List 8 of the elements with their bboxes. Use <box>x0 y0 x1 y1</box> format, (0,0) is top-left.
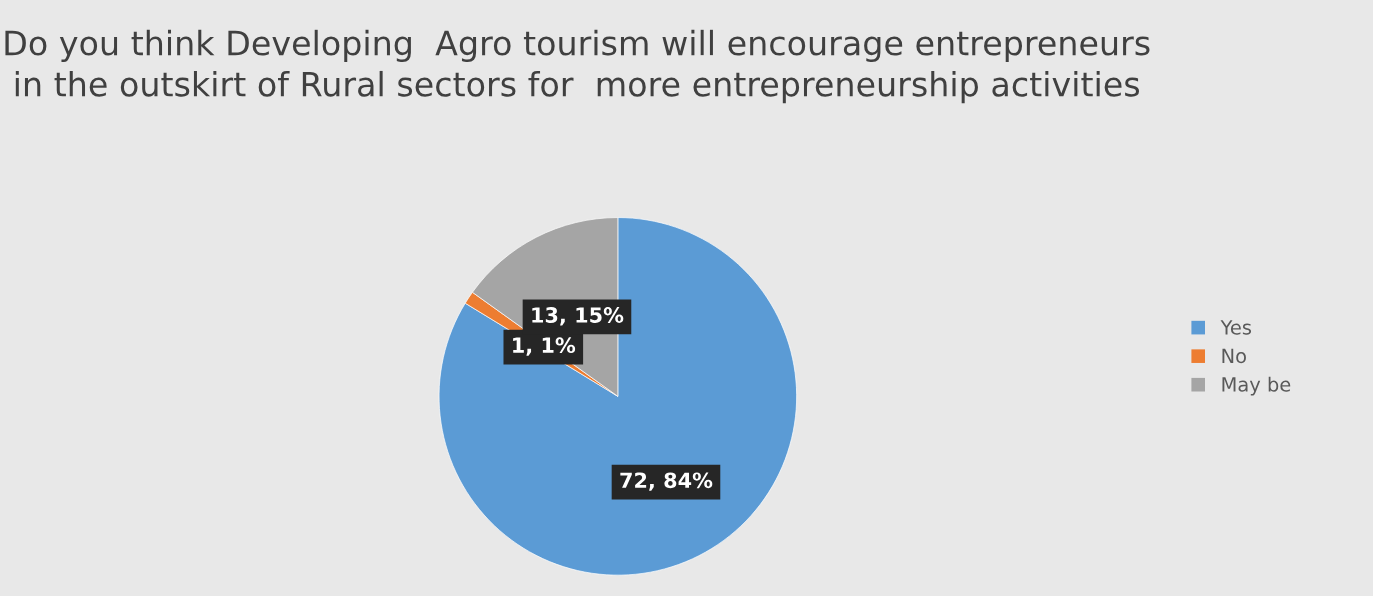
legend-label: No <box>1222 348 1246 364</box>
pie-slice <box>438 217 797 576</box>
data-label: 1, 1% <box>513 337 576 356</box>
legend-label: May be <box>1222 376 1291 396</box>
data-label: 13, 15% <box>532 307 624 326</box>
chart-title: Do you think Developing Agro tourism will encourage entrepreneurs in the outskirt of Rural sectors for more entrepreneurship activities <box>5 29 1150 104</box>
data-label: 72, 84% <box>620 472 713 491</box>
legend-label: Yes <box>1220 320 1252 335</box>
